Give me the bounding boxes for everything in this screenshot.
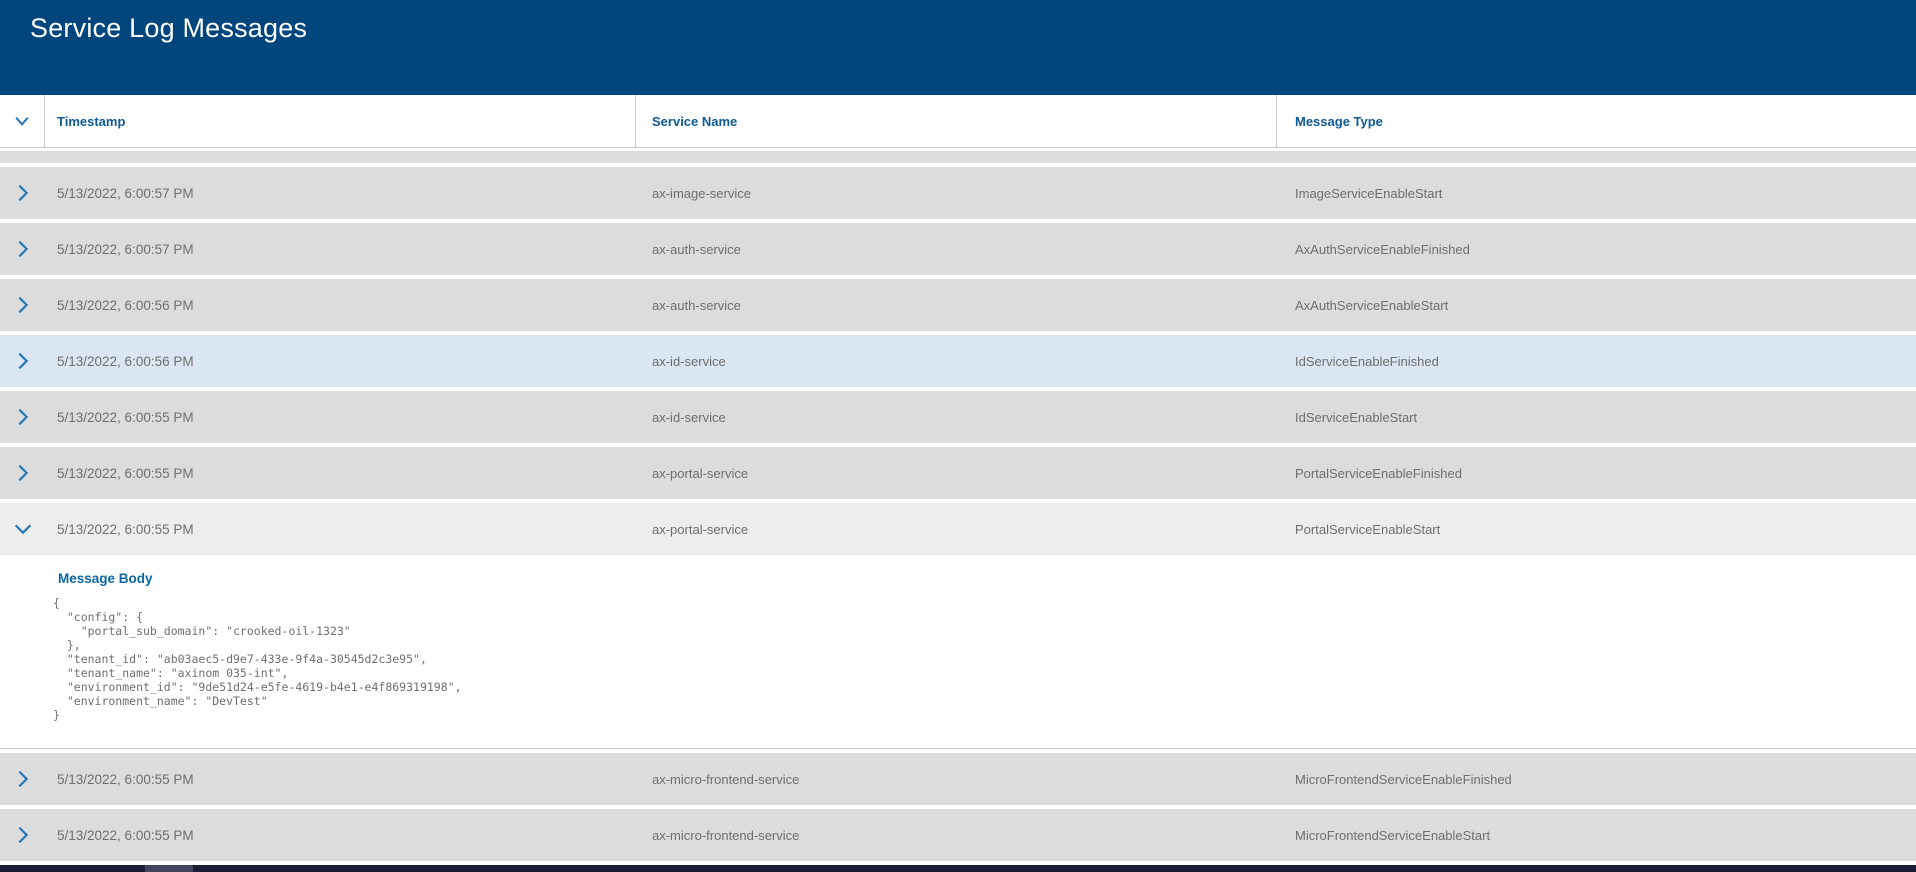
message-type-cell: AxAuthServiceEnableStart [1295,297,1449,313]
horizontal-scrollbar[interactable] [0,865,1916,872]
log-rows-container: 5/13/2022, 6:00:57 PM ax-image-service Ima… [0,148,1916,861]
message-body-label: Message Body [58,571,153,586]
log-row[interactable]: 5/13/2022, 6:00:55 PM ax-micro-frontend-s… [0,809,1916,861]
service-name-cell: ax-micro-frontend-service [652,771,800,787]
chevron-down-icon[interactable] [12,518,34,540]
column-header-service-name[interactable]: Service Name [636,95,1277,147]
table-header-row: Timestamp Service Name Message Type [0,95,1916,148]
chevron-down-icon[interactable] [12,111,32,131]
service-name-cell: ax-auth-service [652,297,741,313]
message-type-cell: MicroFrontendServiceEnableFinished [1295,771,1512,787]
collapse-all-toggle[interactable] [0,95,45,147]
expand-toggle[interactable] [0,768,45,790]
log-row[interactable]: 5/13/2022, 6:00:55 PM ax-micro-frontend-s… [0,753,1916,805]
log-row[interactable]: 5/13/2022, 6:00:55 PM ax-id-service IdServ… [0,391,1916,443]
expand-toggle[interactable] [0,518,45,540]
timestamp-cell: 5/13/2022, 6:00:57 PM [57,185,194,201]
page-title: Service Log Messages [30,13,308,43]
chevron-right-icon[interactable] [12,462,34,484]
message-type-cell: AxAuthServiceEnableFinished [1295,241,1470,257]
message-type-cell: PortalServiceEnableFinished [1295,465,1462,481]
service-name-cell: ax-image-service [652,185,751,201]
expand-toggle[interactable] [0,238,45,260]
message-type-cell: IdServiceEnableStart [1295,409,1418,425]
log-row[interactable]: 5/13/2022, 6:00:57 PM ax-image-service Ima… [0,167,1916,219]
service-name-cell: ax-micro-frontend-service [652,827,800,843]
chevron-right-icon[interactable] [12,182,34,204]
log-row[interactable]: 5/13/2022, 6:00:55 PM ax-portal-service Po… [0,503,1916,555]
expand-toggle[interactable] [0,350,45,372]
expand-toggle[interactable] [0,824,45,846]
expand-toggle[interactable] [0,406,45,428]
horizontal-scrollbar-thumb[interactable] [145,865,193,872]
chevron-right-icon[interactable] [12,350,34,372]
log-row[interactable]: 5/13/2022, 6:00:57 PM ax-auth-service AxAu… [0,223,1916,275]
timestamp-cell: 5/13/2022, 6:00:56 PM [57,353,194,369]
app-header-bar: Service Log Messages [0,0,1916,95]
chevron-right-icon[interactable] [12,824,34,846]
message-type-cell: MicroFrontendServiceEnableStart [1295,827,1491,843]
chevron-right-icon[interactable] [12,768,34,790]
timestamp-cell: 5/13/2022, 6:00:57 PM [57,241,194,257]
timestamp-cell: 5/13/2022, 6:00:55 PM [57,465,194,481]
timestamp-cell: 5/13/2022, 6:00:56 PM [57,297,194,313]
message-type-cell: IdServiceEnableFinished [1295,353,1439,369]
service-name-cell: ax-portal-service [652,521,749,537]
chevron-right-icon[interactable] [12,294,34,316]
timestamp-cell: 5/13/2022, 6:00:55 PM [57,521,194,537]
expand-toggle[interactable] [0,294,45,316]
service-name-cell: ax-id-service [652,353,726,369]
timestamp-cell: 5/13/2022, 6:00:55 PM [57,827,194,843]
service-name-cell: ax-auth-service [652,241,741,257]
expanded-message-detail: Message Body { "config": { "portal_sub_do… [0,555,1916,749]
service-name-cell: ax-id-service [652,409,726,425]
message-type-cell: ImageServiceEnableStart [1295,185,1443,201]
timestamp-cell: 5/13/2022, 6:00:55 PM [57,771,194,787]
partially-visible-row [0,151,1916,163]
expand-toggle[interactable] [0,462,45,484]
column-header-message-type[interactable]: Message Type [1295,113,1383,129]
message-body-json: { "config": { "portal_sub_domain": "croo… [53,596,462,722]
log-row[interactable]: 5/13/2022, 6:00:55 PM ax-portal-service Po… [0,447,1916,499]
log-row[interactable]: 5/13/2022, 6:00:56 PM ax-auth-service AxAu… [0,279,1916,331]
service-name-cell: ax-portal-service [652,465,749,481]
log-row[interactable]: 5/13/2022, 6:00:56 PM ax-id-service IdServ… [0,335,1916,387]
chevron-right-icon[interactable] [12,238,34,260]
expand-toggle[interactable] [0,182,45,204]
chevron-right-icon[interactable] [12,406,34,428]
column-header-timestamp[interactable]: Timestamp [45,95,636,147]
message-type-cell: PortalServiceEnableStart [1295,521,1441,537]
timestamp-cell: 5/13/2022, 6:00:55 PM [57,409,194,425]
